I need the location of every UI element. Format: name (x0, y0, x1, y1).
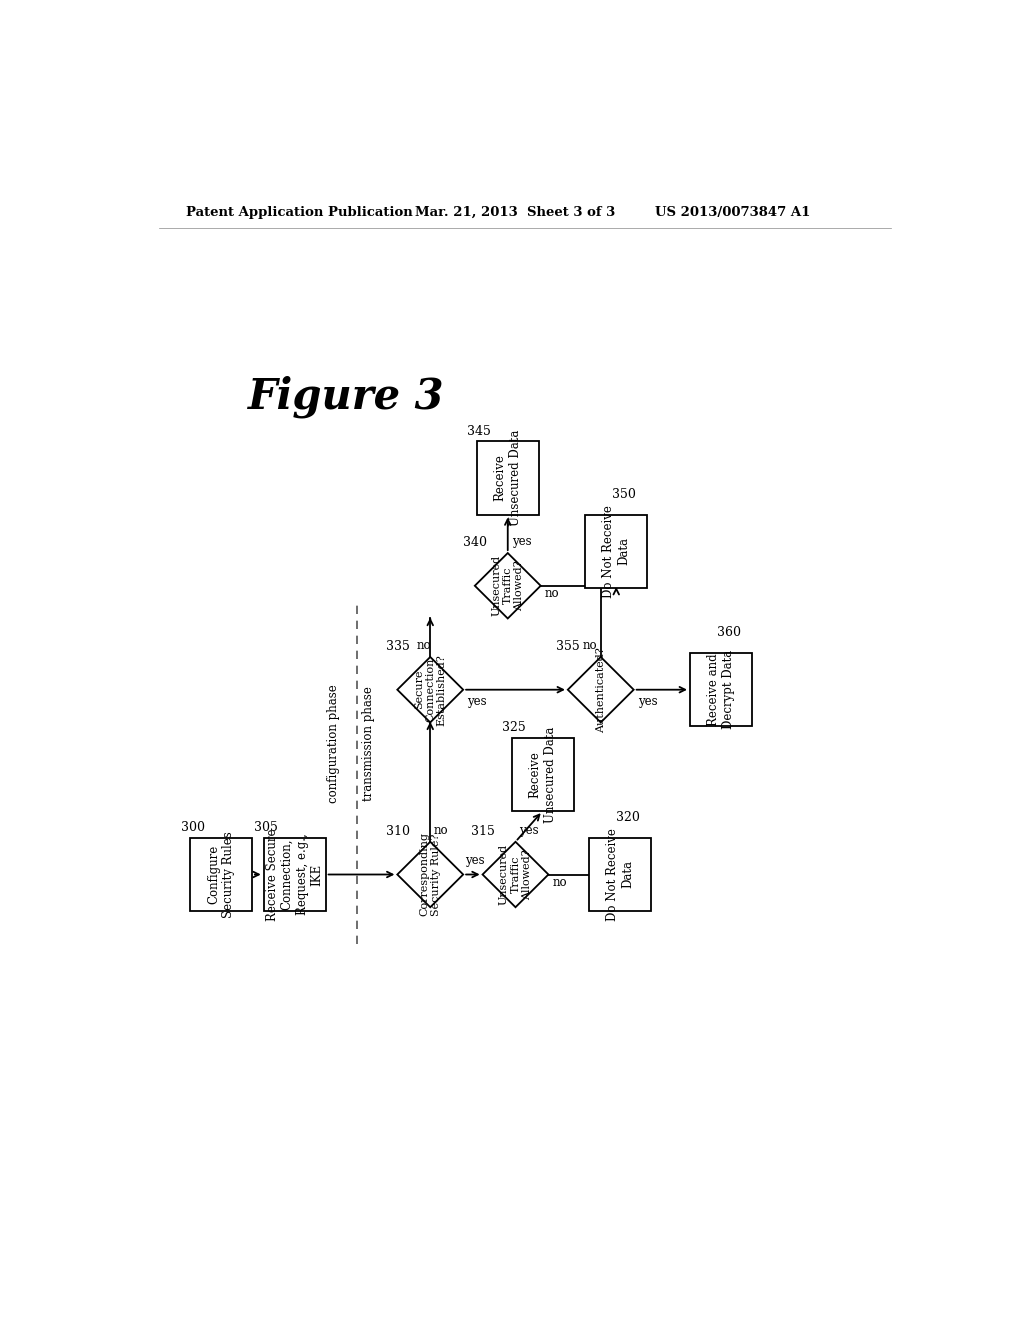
Text: Do Not Receive
Data: Do Not Receive Data (602, 504, 630, 598)
FancyBboxPatch shape (589, 838, 651, 911)
Polygon shape (475, 553, 541, 619)
Text: Receive
Unsecured Data: Receive Unsecured Data (494, 430, 522, 527)
Text: 325: 325 (503, 721, 526, 734)
Text: yes: yes (519, 824, 539, 837)
Text: 360: 360 (717, 626, 741, 639)
Polygon shape (482, 842, 549, 907)
Text: Receive
Unsecured Data: Receive Unsecured Data (528, 726, 557, 822)
Polygon shape (397, 657, 463, 722)
Text: Do Not Receive
Data: Do Not Receive Data (606, 828, 634, 921)
Text: 305: 305 (254, 821, 279, 834)
FancyBboxPatch shape (190, 838, 252, 911)
Polygon shape (568, 657, 634, 722)
Text: Unsecured
Traffic
Allowed?: Unsecured Traffic Allowed? (492, 556, 524, 616)
Text: Authenticated?: Authenticated? (596, 647, 606, 733)
Text: transmission phase: transmission phase (361, 686, 375, 801)
Text: US 2013/0073847 A1: US 2013/0073847 A1 (655, 206, 810, 219)
FancyBboxPatch shape (263, 838, 326, 911)
Text: yes: yes (638, 694, 657, 708)
Text: no: no (434, 824, 449, 837)
Text: Secure
Connection
Established?: Secure Connection Established? (414, 653, 446, 726)
Text: 300: 300 (180, 821, 205, 834)
Text: configuration phase: configuration phase (327, 684, 340, 803)
Text: yes: yes (512, 535, 531, 548)
FancyBboxPatch shape (512, 738, 573, 810)
FancyBboxPatch shape (690, 653, 752, 726)
Text: 335: 335 (386, 640, 410, 653)
Text: 340: 340 (463, 536, 487, 549)
Text: no: no (417, 639, 431, 652)
Text: Corresponding
Security Rule?: Corresponding Security Rule? (420, 833, 441, 916)
Text: Configure
Security Rules: Configure Security Rules (207, 832, 234, 917)
Text: no: no (583, 639, 597, 652)
Text: yes: yes (466, 854, 485, 867)
Text: 315: 315 (471, 825, 495, 838)
FancyBboxPatch shape (586, 515, 647, 587)
Text: Receive and
Decrypt Data: Receive and Decrypt Data (707, 649, 735, 730)
Text: 310: 310 (386, 825, 410, 838)
Text: no: no (552, 875, 567, 888)
Text: no: no (545, 587, 559, 601)
Text: 355: 355 (556, 640, 580, 653)
Text: Receive Secure
Connection,
Request, e.g.,
IKE: Receive Secure Connection, Request, e.g.… (265, 828, 324, 921)
Text: Unsecured
Traffic
Allowed?: Unsecured Traffic Allowed? (499, 843, 532, 906)
Text: Mar. 21, 2013  Sheet 3 of 3: Mar. 21, 2013 Sheet 3 of 3 (415, 206, 615, 219)
FancyBboxPatch shape (477, 441, 539, 515)
Text: 320: 320 (616, 810, 640, 824)
Text: 350: 350 (612, 487, 636, 500)
Text: Patent Application Publication: Patent Application Publication (186, 206, 413, 219)
Text: yes: yes (467, 694, 486, 708)
Text: Figure 3: Figure 3 (248, 376, 444, 418)
Polygon shape (397, 842, 463, 907)
Text: 345: 345 (467, 425, 492, 437)
